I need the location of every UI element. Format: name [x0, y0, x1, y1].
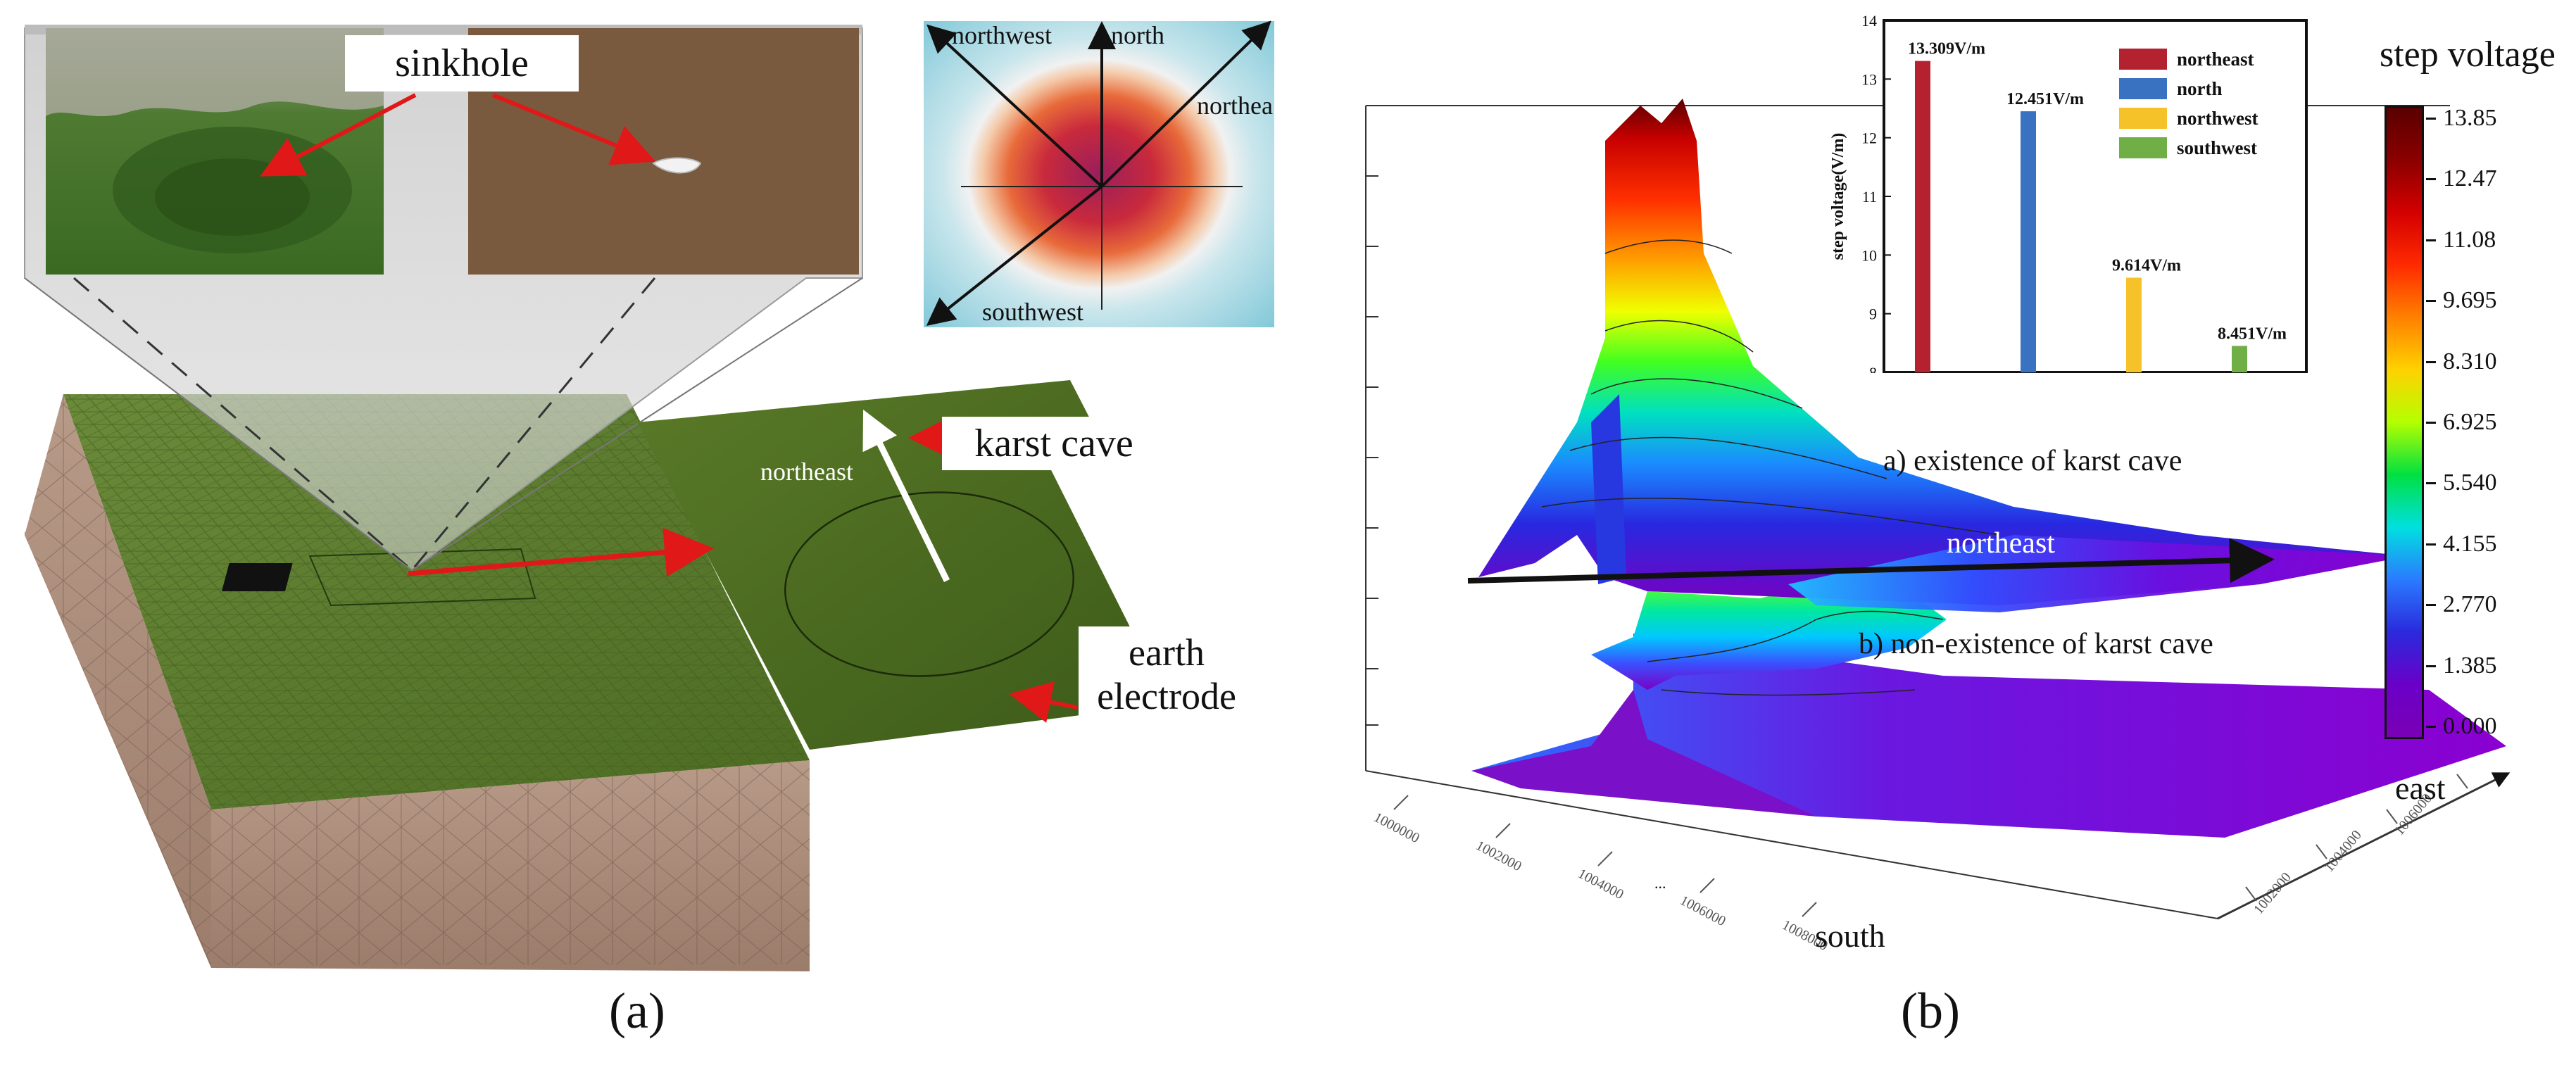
colorbar-title: step voltage — [2380, 34, 2556, 75]
compass-arrow-northeast — [1100, 20, 1271, 188]
colorbar-tick-mark — [2426, 300, 2436, 303]
colorbar-tick-mark — [2426, 239, 2436, 241]
colorbar-tick-label: 6.925 — [2443, 409, 2497, 435]
bar-value-label-southwest: 8.451V/m — [2218, 324, 2287, 343]
colorbar-tick-mark — [2426, 604, 2436, 607]
caption-b: (b) — [1901, 983, 1960, 1039]
sinkhole-photo — [46, 28, 384, 275]
sinkhole-label: sinkhole — [345, 35, 579, 92]
compass-label-north: north — [1111, 21, 1164, 49]
bar-chart-ytick-label: 10 — [1861, 246, 1877, 264]
karst-cave-plane: northeast — [637, 380, 1169, 750]
compass-label-northwest: northwest — [952, 21, 1052, 49]
bar-northwest — [2126, 277, 2142, 372]
bar-chart-ytick-label: 12 — [1861, 130, 1877, 147]
svg-text:1006000: 1006000 — [1678, 893, 1728, 929]
axis-east — [2217, 772, 2511, 920]
compass-label-southwest: southwest — [982, 298, 1083, 326]
northeast-direction-arrow — [1467, 538, 2275, 584]
legend-label-southwest: southwest — [2177, 137, 2257, 158]
legend-label-northwest: northwest — [2177, 108, 2258, 129]
earth-electrode-arrow — [1009, 681, 1078, 723]
compass-arrow-southwest — [926, 185, 1103, 326]
svg-text:1002000: 1002000 — [2251, 869, 2294, 917]
bar-chart-ytick-label: 11 — [1862, 188, 1877, 206]
bar-chart-background — [1883, 19, 2308, 373]
compass-arrow-northwest — [926, 24, 1103, 188]
bar-northeast — [1915, 61, 1930, 372]
base-axis-ticks — [1393, 774, 2468, 917]
step-voltage-bar-chart: 8 9 10 11 12 13 14 13.309V/m 12.451V/m 9.614V/m 8… — [1829, 12, 2308, 373]
soil-block — [25, 394, 810, 971]
colorbar-tick-label: 4.155 — [2443, 530, 2497, 557]
sinkhole-arrow-model — [491, 93, 656, 165]
sinkhole-opening — [221, 563, 293, 591]
z-axis-ticks — [1366, 175, 1378, 726]
colorbar-tick-label: 11.08 — [2443, 226, 2496, 253]
panel-b-surface-plot: 1000000 1002000 1004000 1006000 1008000 … — [1365, 99, 2511, 954]
panel-a-illustration: northwest north northea southwest northe… — [24, 20, 1274, 971]
axis-label-south: south — [1815, 918, 1885, 954]
colorbar-tick-label: 13.85 — [2443, 105, 2497, 131]
svg-text:1004000: 1004000 — [2321, 827, 2365, 875]
bar-chart-ylabel: step voltage(V/m) — [1829, 133, 1847, 260]
karst-cave-label: karst cave — [942, 417, 1166, 470]
bar-chart-ytick-label: 14 — [1861, 12, 1877, 30]
colorbar-tick-label: 8.310 — [2443, 348, 2497, 374]
earth-electrode-label-line1: earth — [1129, 631, 1205, 674]
axis-mid-tick: ... — [1654, 874, 1666, 892]
colorbar-tick-label: 2.770 — [2443, 591, 2497, 618]
colorbar-tick-label: 9.695 — [2443, 287, 2497, 314]
legend-label-northeast: northeast — [2177, 49, 2254, 70]
bar-chart-ytick-label: 8 — [1869, 364, 1877, 373]
ground-surface-mesh — [63, 394, 810, 809]
surface-label-without-cave: b) non-existence of karst cave — [1859, 628, 2213, 660]
colorbar-tick-mark — [2426, 543, 2436, 546]
bar-southwest — [2232, 346, 2247, 372]
colorbar-tick-mark — [2426, 178, 2436, 181]
colorbar — [2385, 106, 2424, 739]
svg-text:1004000: 1004000 — [1576, 866, 1626, 902]
bar-value-label-northeast: 13.309V/m — [1908, 40, 1985, 58]
legend-swatch-northwest — [2119, 108, 2167, 129]
axis-label-east: east — [2395, 770, 2446, 806]
compass-inset: northwest north northea southwest — [924, 20, 1274, 327]
earth-electrode-label: earth electrode — [1079, 626, 1255, 726]
sinkhole-arrow-photo — [260, 93, 417, 177]
bar-chart-ytick-label: 9 — [1869, 305, 1877, 323]
colorbar-tick-label: 12.47 — [2443, 165, 2497, 192]
colorbar-tick-mark — [2426, 360, 2436, 363]
surface-label-with-cave: a) existence of karst cave — [1883, 445, 2182, 477]
colorbar-tick-label: 5.540 — [2443, 470, 2497, 496]
caption-a: (a) — [609, 983, 665, 1039]
legend-swatch-southwest — [2119, 137, 2167, 158]
colorbar-tick-mark — [2426, 118, 2436, 120]
colorbar-tick-mark — [2426, 664, 2436, 667]
colorbar-tick-label: 0.000 — [2443, 713, 2497, 739]
colorbar-ticks: 13.85 12.47 11.08 9.695 8.310 6.925 5.540 4.155… — [2426, 106, 2567, 739]
surface-direction-label: northeast — [1947, 527, 2055, 560]
bar-chart-ytick-label: 13 — [1861, 70, 1877, 88]
colorbar-tick-label: 1.385 — [2443, 652, 2497, 679]
compass-label-northeast: northea — [1197, 92, 1273, 120]
bar-value-label-north: 12.451V/m — [2006, 90, 2084, 108]
sinkhole-to-cave-arrow — [408, 527, 714, 577]
earth-electrode-label-line2: electrode — [1097, 675, 1236, 717]
legend-swatch-north — [2119, 78, 2167, 99]
cave-direction-label: northeast — [760, 458, 853, 486]
cave-arrow-northeast — [862, 409, 950, 582]
colorbar-tick-mark — [2426, 422, 2436, 424]
bar-north — [2021, 111, 2036, 373]
bar-value-label-northwest: 9.614V/m — [2112, 257, 2181, 275]
legend-swatch-northeast — [2119, 49, 2167, 70]
svg-text:1000000: 1000000 — [1371, 809, 1422, 846]
colorbar-tick-mark — [2426, 482, 2436, 485]
colorbar-tick-mark — [2426, 726, 2436, 728]
svg-text:1002000: 1002000 — [1474, 838, 1524, 874]
legend-label-north: north — [2177, 78, 2223, 99]
surface-without-cave — [1471, 584, 2506, 838]
